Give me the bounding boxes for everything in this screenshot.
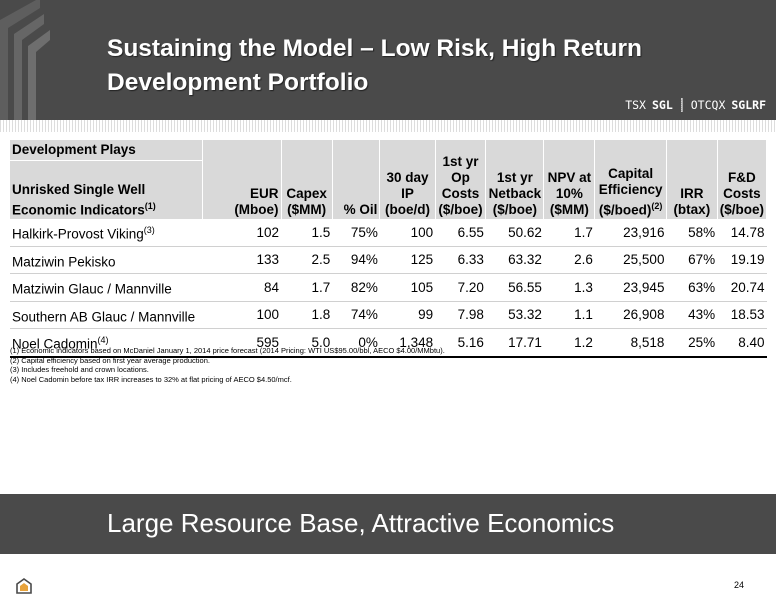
col-header-oil: % Oil: [332, 140, 381, 219]
col-header-ip: 30 day IP (boe/d): [379, 140, 436, 219]
cell-capital-efficiency: 23,945: [594, 273, 667, 302]
cell-capital-efficiency: 26,908: [594, 301, 667, 329]
cell-oil: 74%: [332, 301, 380, 329]
cell-oil: 75%: [332, 219, 380, 247]
row-header-economic-indicators: Unrisked Single Well Economic Indicators(…: [10, 160, 203, 219]
col-header-capital-efficiency: Capital Efficiency ($/boed)(2): [594, 140, 667, 219]
cell-irr: 43%: [666, 301, 718, 329]
cell-eur: 84: [202, 273, 282, 302]
cell-eur: 100: [202, 301, 282, 329]
col-header-npv: NPV at 10% ($MM): [543, 140, 596, 219]
cell-oil: 0%: [332, 328, 380, 358]
cell-capex: 5.0: [281, 328, 333, 358]
company-logo-icon: [0, 0, 50, 120]
cell-npv: 2.6: [543, 246, 595, 274]
ticker-symbol-sglrf: SGLRF: [731, 98, 766, 112]
ticker-exchange-tsx: TSX: [625, 98, 646, 112]
col-header-op-costs: 1st yr Op Costs ($/boe): [435, 140, 487, 219]
cell-netback: 17.71: [485, 328, 544, 358]
footnote-2: (2) Capital efficiency based on first ye…: [10, 355, 210, 365]
cell-op-costs: 7.98: [435, 301, 486, 329]
cell-capital-efficiency: 23,916: [594, 219, 667, 247]
ticker-separator: [680, 98, 683, 112]
row-name: Noel Cadomin(4): [10, 328, 203, 358]
cell-irr: 63%: [666, 273, 718, 302]
banner-text: Large Resource Base, Attractive Economic…: [107, 508, 615, 538]
cell-fd-costs: 20.74: [717, 273, 767, 302]
cell-npv: 1.1: [543, 301, 595, 329]
cell-capex: 1.7: [281, 273, 333, 302]
footnotes: (1) Economic indicators based on McDanie…: [10, 346, 445, 384]
cell-op-costs: 7.20: [435, 273, 486, 302]
row-name: Halkirk-Provost Viking(3): [10, 219, 203, 247]
bottom-banner: Large Resource Base, Attractive Economic…: [0, 494, 776, 554]
cell-ip: 99: [379, 301, 436, 329]
cell-fd-costs: 19.19: [717, 246, 767, 274]
cell-ip: 105: [379, 273, 436, 302]
cell-irr: 67%: [666, 246, 718, 274]
cell-oil: 82%: [332, 273, 380, 302]
cell-npv: 1.7: [543, 219, 595, 247]
ticker-strip: TSX SGL OTCQX SGLRF: [625, 95, 766, 115]
table-row: Matziwin Glauc / Mannville 84 1.7 82% 10…: [10, 273, 767, 302]
row-name: Matziwin Glauc / Mannville: [10, 273, 203, 302]
cell-eur: 595: [202, 328, 282, 358]
cell-op-costs: 6.55: [435, 219, 486, 247]
cell-capex: 1.5: [281, 219, 333, 247]
cell-fd-costs: 18.53: [717, 301, 767, 329]
cell-fd-costs: 8.40: [717, 328, 767, 358]
ticker-symbol-sgl: SGL: [651, 98, 673, 112]
footnote-4: (4) Noel Cadomin before tax IRR increase…: [10, 374, 292, 384]
table-row: Matziwin Pekisko 133 2.5 94% 125 6.33 63…: [10, 246, 767, 274]
col-header-capex: Capex ($MM): [281, 140, 333, 219]
col-header-fd-costs: F&D Costs ($/boe): [717, 140, 768, 219]
page-number: 24: [733, 580, 744, 590]
cell-eur: 133: [202, 246, 282, 274]
cell-irr: 58%: [666, 219, 718, 247]
group-header-development-plays: Development Plays: [10, 140, 203, 161]
cell-netback: 56.55: [485, 273, 544, 302]
cell-op-costs: 6.33: [435, 246, 486, 274]
cell-netback: 50.62: [485, 219, 544, 247]
cell-ip: 100: [379, 219, 436, 247]
cell-npv: 1.2: [543, 328, 595, 358]
row-name: Southern AB Glauc / Mannville: [10, 301, 203, 329]
col-header-netback: 1st yr Netback ($/boe): [485, 140, 545, 219]
development-plays-table: Development Plays EUR (Mboe) Capex ($MM) …: [10, 140, 768, 358]
cell-capital-efficiency: 8,518: [594, 328, 667, 358]
cell-op-costs: 5.16: [435, 328, 486, 358]
cell-capital-efficiency: 25,500: [594, 246, 667, 274]
cell-capex: 2.5: [281, 246, 333, 274]
cell-fd-costs: 14.78: [717, 219, 767, 247]
footer-logo-icon: [16, 578, 32, 594]
cell-netback: 63.32: [485, 246, 544, 274]
cell-eur: 102: [202, 219, 282, 247]
cell-oil: 94%: [332, 246, 380, 274]
header-divider: [0, 120, 776, 132]
table-row: Southern AB Glauc / Mannville 100 1.8 74…: [10, 301, 767, 329]
cell-netback: 53.32: [485, 301, 544, 329]
header-bar: Sustaining the Model – Low Risk, High Re…: [0, 0, 776, 120]
col-header-eur: EUR (Mboe): [202, 140, 282, 219]
cell-npv: 1.3: [543, 273, 595, 302]
page-title: Sustaining the Model – Low Risk, High Re…: [107, 32, 747, 100]
footnote-3: (3) Includes freehold and crown location…: [10, 365, 149, 375]
table-row: Noel Cadomin(4) 595 5.0 0% 1,348 5.16 17…: [10, 328, 767, 358]
page-title-line-2: Development Portfolio: [107, 69, 369, 96]
page-title-line-1: Sustaining the Model – Low Risk, High Re…: [107, 35, 642, 62]
col-header-irr: IRR (btax): [666, 140, 718, 219]
cell-capex: 1.8: [281, 301, 333, 329]
cell-ip: 125: [379, 246, 436, 274]
cell-ip: 1,348: [379, 328, 436, 358]
ticker-exchange-otcqx: OTCQX: [690, 98, 726, 112]
row-name: Matziwin Pekisko: [10, 246, 203, 274]
table-row: Halkirk-Provost Viking(3) 102 1.5 75% 10…: [10, 219, 767, 247]
cell-irr: 25%: [666, 328, 718, 358]
footnote-1: (1) Economic indicators based on McDanie…: [10, 346, 445, 355]
